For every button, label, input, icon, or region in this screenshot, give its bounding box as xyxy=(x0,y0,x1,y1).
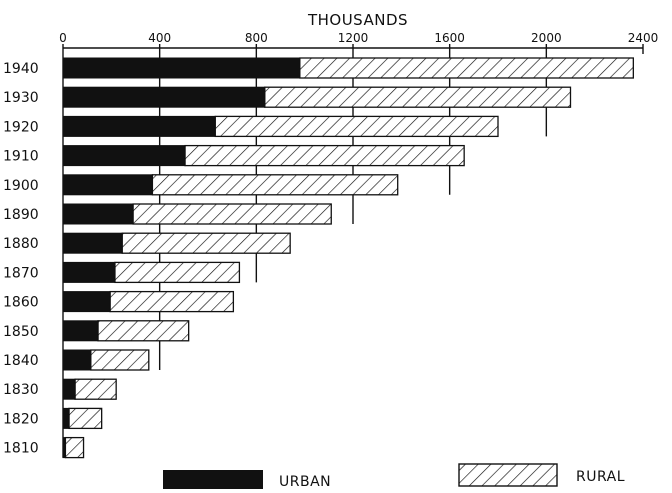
bar-rural-1830 xyxy=(74,378,117,400)
bar-rural-1890 xyxy=(132,203,332,225)
legend-swatch-rural xyxy=(458,463,558,487)
bar-rural-1880 xyxy=(121,232,291,254)
year-label-1870: 1870 xyxy=(3,265,39,281)
year-label-1820: 1820 xyxy=(3,411,39,427)
x-tick-label: 1600 xyxy=(434,31,465,45)
bar-urban-1940 xyxy=(62,57,301,79)
legend: URBAN RURAL xyxy=(163,463,625,490)
bar-urban-1920 xyxy=(62,115,216,137)
legend-swatch-urban xyxy=(163,470,263,489)
bar-urban-1910 xyxy=(62,145,186,167)
legend-label-rural: RURAL xyxy=(576,469,625,485)
bar-urban-1810 xyxy=(62,437,66,459)
bar-rural-1840 xyxy=(90,349,150,371)
year-label-1940: 1940 xyxy=(3,61,39,77)
bar-rural-1860 xyxy=(109,290,235,313)
bar-rural-1910 xyxy=(184,144,465,167)
bar-urban-1890 xyxy=(62,203,134,225)
legend-label-urban: URBAN xyxy=(279,474,331,489)
bar-urban-1870 xyxy=(62,261,116,283)
year-label-1840: 1840 xyxy=(3,353,39,369)
bar-urban-1880 xyxy=(62,232,123,254)
bar-rural-1870 xyxy=(114,261,241,284)
x-tick-label: 400 xyxy=(148,31,171,45)
bar-rural-1930 xyxy=(264,86,572,108)
year-label-1910: 1910 xyxy=(3,149,39,165)
year-label-1880: 1880 xyxy=(3,236,39,252)
x-tick-label: 800 xyxy=(245,31,268,45)
year-label-1830: 1830 xyxy=(3,382,39,398)
bar-rural-1900 xyxy=(151,174,399,196)
x-tick-label: 2000 xyxy=(531,31,562,45)
bar-urban-1840 xyxy=(62,349,92,371)
bar-rural-1820 xyxy=(68,407,103,430)
bar-rural-1850 xyxy=(97,320,190,342)
bars xyxy=(62,57,634,459)
year-labels: 1940 1930 1920 1910 1900 1890 1880 1870 1860 1850… xyxy=(3,61,39,457)
bar-urban-1900 xyxy=(62,174,153,196)
x-tick-label: 0 xyxy=(59,31,67,45)
year-label-1890: 1890 xyxy=(3,207,39,223)
year-label-1860: 1860 xyxy=(3,295,39,311)
bar-urban-1930 xyxy=(62,86,266,108)
bar-urban-1820 xyxy=(62,407,70,429)
x-axis-ticks: 0 400 800 1200 1600 2000 2400 xyxy=(59,31,659,49)
year-label-1900: 1900 xyxy=(3,178,39,194)
x-tick-label: 2400 xyxy=(628,31,659,45)
year-label-1810: 1810 xyxy=(3,441,39,457)
bar-rural-1940 xyxy=(299,57,634,79)
x-tick-label: 1200 xyxy=(338,31,369,45)
bar-urban-1850 xyxy=(62,320,99,342)
bar-urban-1860 xyxy=(62,291,111,313)
bar-urban-1830 xyxy=(62,378,76,400)
year-label-1920: 1920 xyxy=(3,119,39,135)
year-label-1850: 1850 xyxy=(3,324,39,340)
bar-rural-1810 xyxy=(64,436,85,459)
x-axis-title: THOUSANDS xyxy=(307,11,408,29)
bar-rural-1920 xyxy=(214,115,499,138)
year-label-1930: 1930 xyxy=(3,90,39,106)
